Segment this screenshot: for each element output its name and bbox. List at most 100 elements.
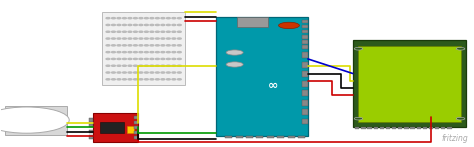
Circle shape bbox=[123, 18, 127, 19]
Circle shape bbox=[123, 65, 127, 66]
Circle shape bbox=[111, 72, 115, 73]
Circle shape bbox=[128, 65, 132, 66]
Circle shape bbox=[172, 24, 176, 26]
Circle shape bbox=[161, 58, 165, 60]
Circle shape bbox=[166, 52, 170, 53]
Circle shape bbox=[166, 31, 170, 32]
Circle shape bbox=[172, 38, 176, 39]
Circle shape bbox=[150, 38, 154, 39]
Bar bbox=[357, 46, 462, 122]
Bar bbox=[441, 127, 446, 129]
Circle shape bbox=[106, 72, 110, 73]
Circle shape bbox=[134, 72, 137, 73]
Circle shape bbox=[172, 45, 176, 46]
Circle shape bbox=[456, 117, 465, 120]
Circle shape bbox=[166, 18, 170, 19]
Bar bbox=[423, 127, 427, 129]
Circle shape bbox=[123, 72, 127, 73]
Circle shape bbox=[155, 79, 159, 80]
Circle shape bbox=[123, 38, 127, 39]
Circle shape bbox=[177, 45, 181, 46]
Circle shape bbox=[0, 107, 69, 133]
Circle shape bbox=[155, 65, 159, 66]
Circle shape bbox=[111, 24, 115, 26]
Circle shape bbox=[172, 52, 176, 53]
Circle shape bbox=[161, 72, 165, 73]
Circle shape bbox=[177, 52, 181, 53]
Bar bbox=[5, 106, 67, 135]
Bar bbox=[277, 136, 284, 138]
Circle shape bbox=[177, 65, 181, 66]
Circle shape bbox=[354, 47, 363, 50]
Circle shape bbox=[166, 79, 170, 80]
Circle shape bbox=[128, 45, 132, 46]
Bar bbox=[89, 130, 93, 133]
Circle shape bbox=[128, 18, 132, 19]
Circle shape bbox=[161, 45, 165, 46]
Bar bbox=[302, 52, 308, 58]
Circle shape bbox=[134, 18, 137, 19]
Circle shape bbox=[111, 38, 115, 39]
Circle shape bbox=[145, 52, 148, 53]
Circle shape bbox=[172, 79, 176, 80]
Circle shape bbox=[106, 31, 110, 32]
Circle shape bbox=[145, 45, 148, 46]
Circle shape bbox=[150, 72, 154, 73]
Circle shape bbox=[150, 45, 154, 46]
Bar bbox=[267, 136, 274, 138]
Circle shape bbox=[150, 24, 154, 26]
Circle shape bbox=[117, 52, 121, 53]
Bar bbox=[302, 90, 308, 96]
Circle shape bbox=[161, 38, 165, 39]
Bar bbox=[404, 127, 409, 129]
Bar bbox=[429, 127, 433, 129]
Circle shape bbox=[161, 18, 165, 19]
Bar bbox=[134, 136, 138, 139]
Circle shape bbox=[155, 31, 159, 32]
Circle shape bbox=[117, 65, 121, 66]
Bar bbox=[302, 20, 308, 23]
Circle shape bbox=[172, 58, 176, 60]
Circle shape bbox=[161, 52, 165, 53]
Circle shape bbox=[117, 58, 121, 60]
Bar bbox=[398, 127, 402, 129]
Circle shape bbox=[128, 31, 132, 32]
Bar bbox=[392, 127, 396, 129]
Bar bbox=[302, 81, 308, 87]
Circle shape bbox=[155, 52, 159, 53]
Bar bbox=[302, 100, 308, 106]
Circle shape bbox=[139, 79, 143, 80]
Circle shape bbox=[134, 45, 137, 46]
Circle shape bbox=[177, 24, 181, 26]
Bar bbox=[134, 126, 138, 129]
Circle shape bbox=[106, 52, 110, 53]
Circle shape bbox=[354, 117, 363, 120]
Circle shape bbox=[106, 79, 110, 80]
Bar bbox=[127, 126, 134, 133]
Circle shape bbox=[172, 31, 176, 32]
Circle shape bbox=[106, 38, 110, 39]
Bar bbox=[374, 127, 378, 129]
Text: fritzing: fritzing bbox=[442, 134, 469, 143]
Bar bbox=[89, 135, 93, 139]
Circle shape bbox=[117, 24, 121, 26]
Bar bbox=[237, 17, 268, 27]
Circle shape bbox=[139, 18, 143, 19]
Circle shape bbox=[166, 38, 170, 39]
Bar bbox=[355, 127, 359, 129]
Circle shape bbox=[155, 72, 159, 73]
Circle shape bbox=[139, 24, 143, 26]
Bar bbox=[302, 71, 308, 77]
Circle shape bbox=[161, 65, 165, 66]
Circle shape bbox=[106, 18, 110, 19]
Circle shape bbox=[279, 22, 300, 29]
Bar bbox=[298, 136, 305, 138]
Circle shape bbox=[134, 31, 137, 32]
Circle shape bbox=[226, 50, 243, 55]
Circle shape bbox=[128, 24, 132, 26]
Bar bbox=[288, 136, 295, 138]
Circle shape bbox=[150, 18, 154, 19]
Circle shape bbox=[123, 79, 127, 80]
Circle shape bbox=[456, 47, 465, 50]
Circle shape bbox=[134, 79, 137, 80]
